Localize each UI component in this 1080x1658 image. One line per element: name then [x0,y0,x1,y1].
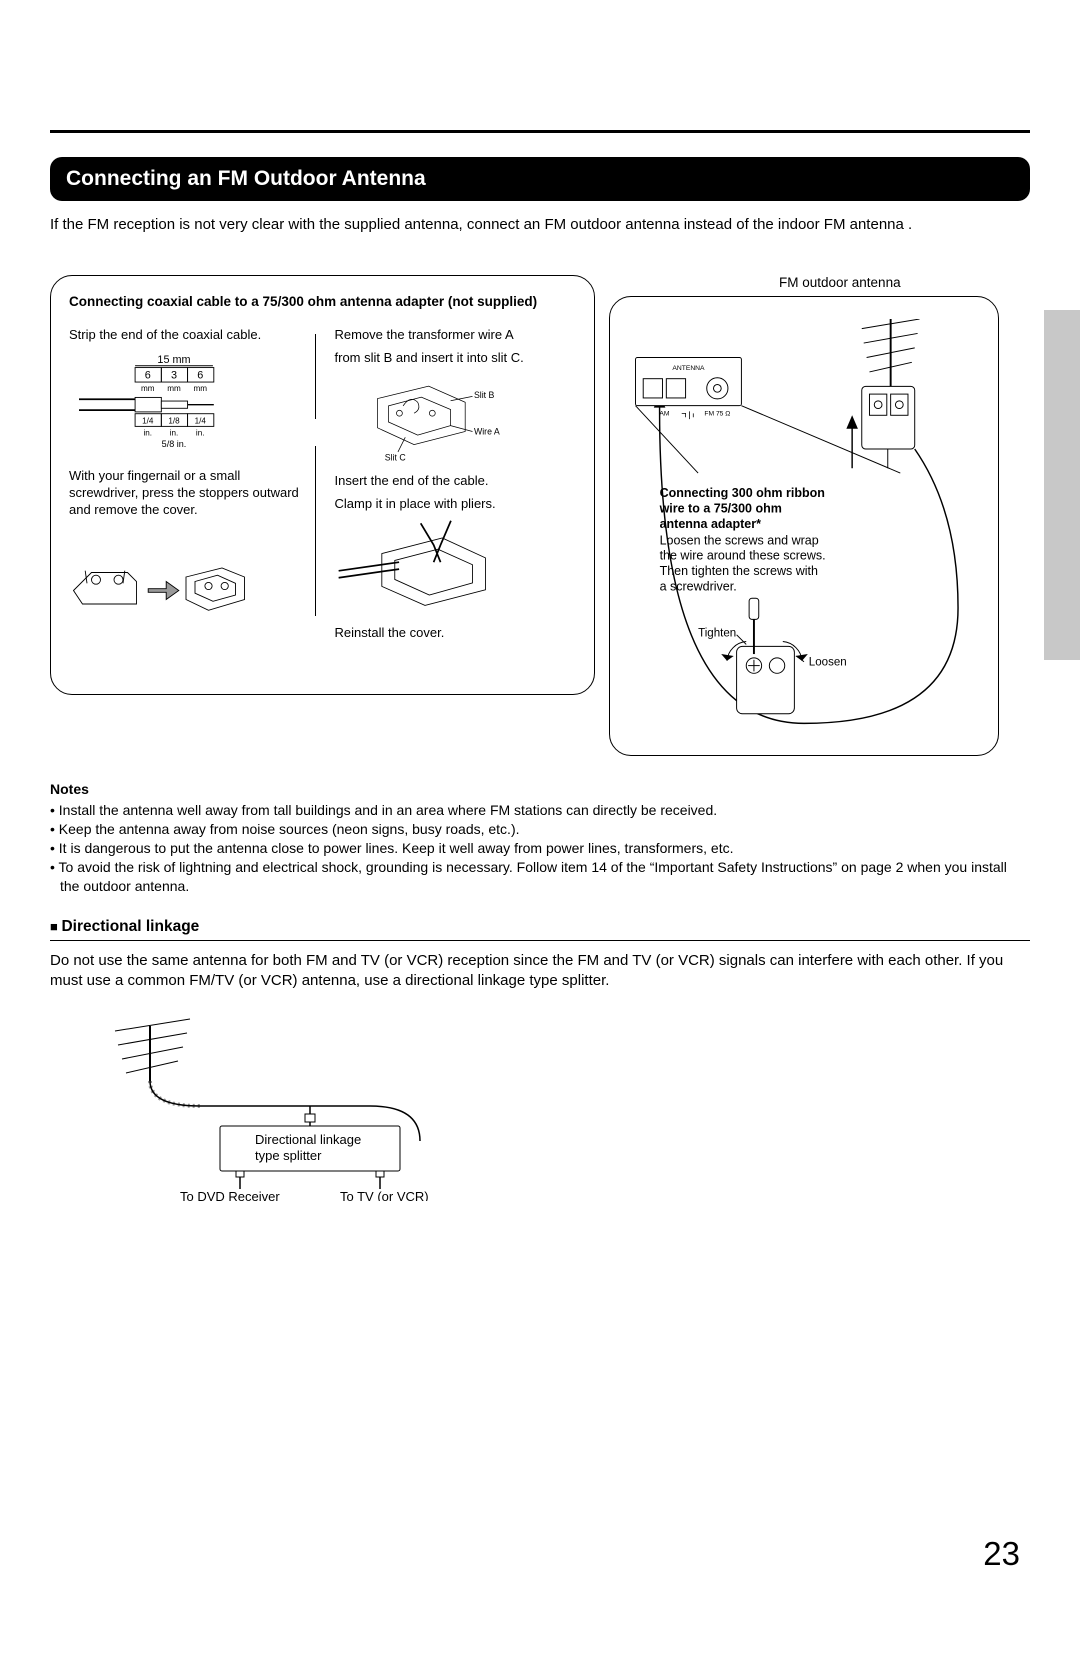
svg-text:the wire around these screws.: the wire around these screws. [660,549,826,563]
svg-text:Loosen: Loosen [809,657,847,669]
note-item: Keep the antenna away from noise sources… [50,820,1030,839]
directional-body: Do not use the same antenna for both FM … [50,951,1030,992]
svg-text:wire to a 75/300 ohm: wire to a 75/300 ohm [659,502,782,516]
notes-heading: Notes [50,781,1030,797]
fm-outdoor-label: FM outdoor antenna [739,275,999,290]
note-item: To avoid the risk of lightning and elect… [50,858,1030,896]
svg-text:AM: AM [659,411,669,418]
svg-text:6: 6 [145,370,151,382]
note-item: It is dangerous to put the antenna close… [50,839,1030,858]
svg-text:ANTENNA: ANTENNA [672,365,705,372]
svg-text:a screwdriver.: a screwdriver. [660,580,737,594]
svg-text:6: 6 [197,370,203,382]
step2-text: With your fingernail or a small screwdri… [69,468,311,519]
adapter-cover-diagram [69,525,249,620]
step4a-text: Insert the end of the cable. [335,473,577,490]
step1-text: Strip the end of the coaxial cable. [69,327,311,344]
svg-text:Tighten: Tighten [698,628,736,640]
page-number: 23 [983,1535,1020,1573]
svg-text:FM 75 Ω: FM 75 Ω [704,411,730,418]
coax-strip-diagram: 15 mm 6 3 6 mm mm mm [69,354,279,449]
svg-text:1/4: 1/4 [195,417,207,426]
note-item: Install the antenna well away from tall … [50,801,1030,820]
svg-text:Loosen the screws and wrap: Loosen the screws and wrap [660,534,819,548]
svg-text:Connecting 300 ohm ribbon: Connecting 300 ohm ribbon [660,486,825,500]
coax-adapter-box: Connecting coaxial cable to a 75/300 ohm… [50,275,595,695]
svg-text:type splitter: type splitter [255,1148,322,1163]
splitter-diagram: Directional linkage type splitter To DVD… [80,1011,490,1201]
svg-text:in.: in. [143,429,152,438]
transformer-slit-diagram: Slit B Wire A Slit C [335,373,515,468]
step3b-text: from slit B and insert it into slit C. [335,350,577,367]
clamp-diagram [335,519,515,614]
svg-text:1/8: 1/8 [168,417,180,426]
side-tab [1044,310,1080,660]
svg-text:Wire A: Wire A [473,426,499,436]
svg-text:1/4: 1/4 [142,417,154,426]
svg-text:mm: mm [167,384,181,393]
svg-text:5/8 in.: 5/8 in. [162,439,187,449]
svg-text:15 mm: 15 mm [157,354,190,366]
section-title: Connecting an FM Outdoor Antenna [50,157,1030,201]
svg-text:Slit B: Slit B [473,390,494,400]
notes-list: Install the antenna well away from tall … [50,801,1030,895]
svg-text:in.: in. [196,429,205,438]
svg-text:To TV (or VCR): To TV (or VCR) [340,1189,429,1201]
step4b-text: Clamp it in place with pliers. [335,496,577,513]
coax-box-title: Connecting coaxial cable to a 75/300 ohm… [69,294,576,309]
step3a-text: Remove the transformer wire A [335,327,577,344]
svg-text:3: 3 [171,370,177,382]
step5-text: Reinstall the cover. [335,625,577,642]
svg-text:in.: in. [170,429,179,438]
intro-text: If the FM reception is not very clear wi… [50,215,1030,235]
svg-text:Directional linkage: Directional linkage [255,1132,361,1147]
svg-text:To DVD Receiver: To DVD Receiver [180,1189,280,1201]
svg-text:mm: mm [193,384,207,393]
svg-text:Then tighten the screws with: Then tighten the screws with [660,564,818,578]
right-column: FM outdoor antenna [609,275,999,756]
outdoor-antenna-diagram: ANTENNA AM FM 75 Ω Connecting 300 ohm ri… [628,319,980,733]
svg-text:antenna adapter*: antenna adapter* [660,517,762,531]
svg-text:Slit C: Slit C [384,453,405,463]
svg-text:mm: mm [141,384,155,393]
outdoor-antenna-box: ANTENNA AM FM 75 Ω Connecting 300 ohm ri… [609,296,999,756]
directional-heading: Directional linkage [50,918,1030,941]
